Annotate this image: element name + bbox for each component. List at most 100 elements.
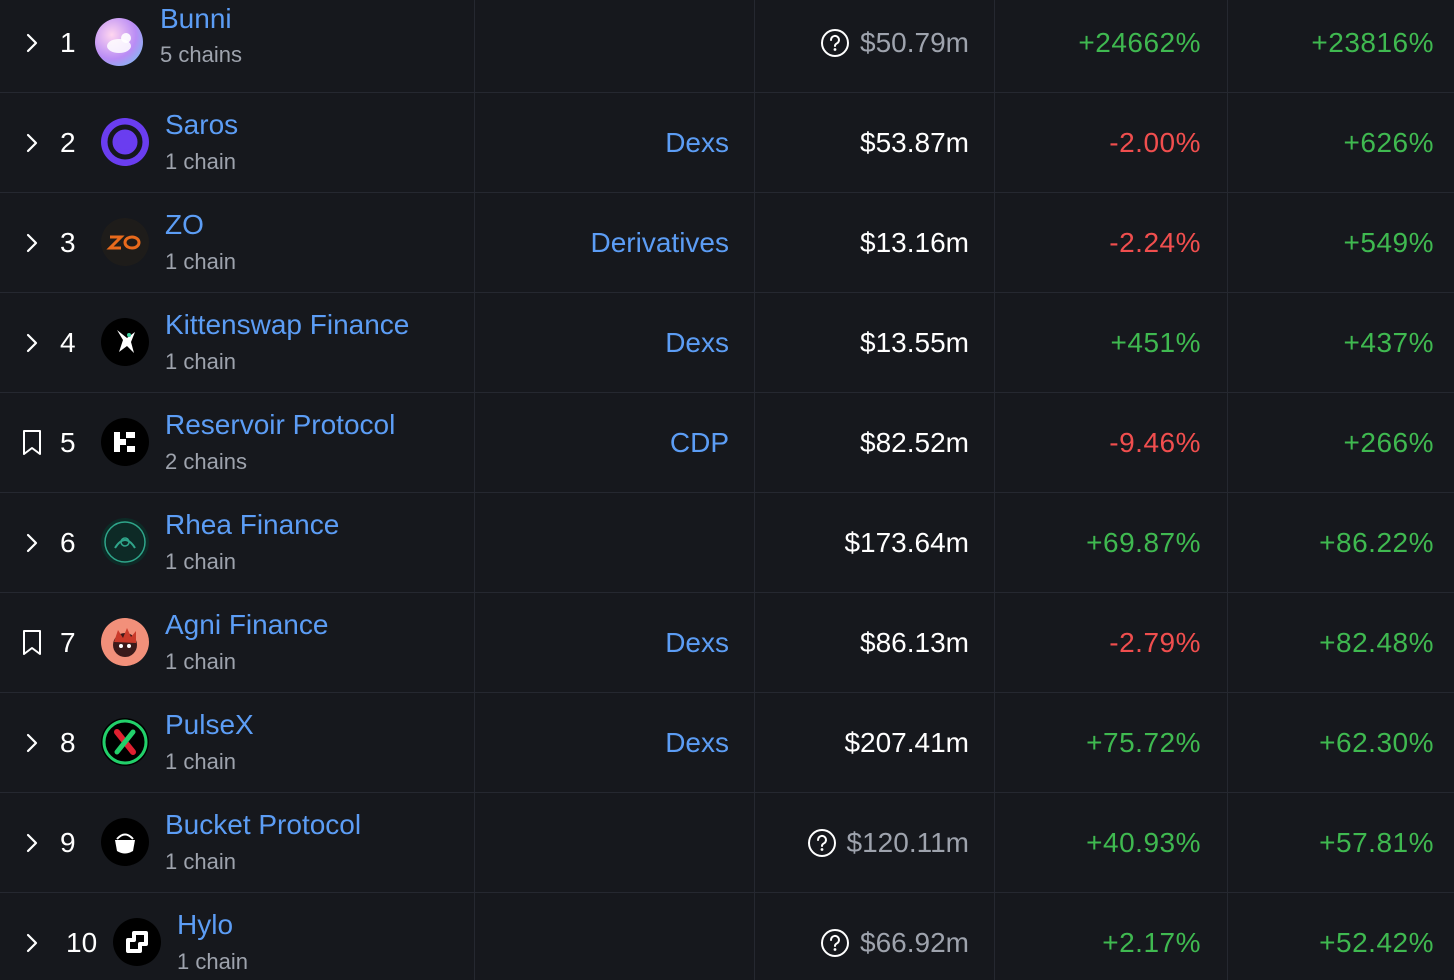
change-1-cell: -2.24% <box>995 193 1227 293</box>
name-cell: 3 ZO 1 chain <box>0 193 475 293</box>
question-icon[interactable] <box>820 928 850 958</box>
column-divider <box>754 0 755 980</box>
chevron-right-icon[interactable] <box>18 329 46 357</box>
change-2-value: +62.30% <box>1319 727 1434 758</box>
change-2-cell: +23816% <box>1227 0 1454 93</box>
tvl-cell: $66.92m <box>755 893 995 980</box>
change-2-cell: +86.22% <box>1227 493 1454 593</box>
tvl-value: $13.55m <box>860 327 969 358</box>
table-row[interactable]: 8 PulseX 1 chain Dexs $207.41m +75.72% +… <box>0 693 1454 793</box>
protocol-name-link[interactable]: ZO <box>165 209 204 240</box>
category-link[interactable]: Derivatives <box>590 227 729 258</box>
name-cell: 1 Bunni 5 chains <box>0 0 475 93</box>
change-2-cell: +626% <box>1227 93 1454 193</box>
chain-count: 2 chains <box>165 449 247 474</box>
chain-count: 1 chain <box>165 649 236 674</box>
change-2-value: +626% <box>1343 127 1434 158</box>
change-2-value: +23816% <box>1311 27 1434 58</box>
chevron-right-icon[interactable] <box>18 129 46 157</box>
protocol-name-link[interactable]: Reservoir Protocol <box>165 409 396 440</box>
chevron-right-icon[interactable] <box>18 529 46 557</box>
chevron-right-icon[interactable] <box>18 929 46 957</box>
change-1-value: -2.79% <box>1109 627 1201 658</box>
name-cell: 4 Kittenswap Finance 1 chain <box>0 293 475 393</box>
table-row[interactable]: 7 Agni Finance 1 chain Dexs $86.13m -2.7… <box>0 593 1454 693</box>
change-2-value: +52.42% <box>1319 927 1434 958</box>
table-row[interactable]: 10 Hylo 1 chain $66.92m +2.17% +52.42% <box>0 893 1454 980</box>
change-1-cell: -2.79% <box>995 593 1227 693</box>
change-1-value: -9.46% <box>1109 427 1201 458</box>
chain-count: 1 chain <box>165 349 236 374</box>
protocol-name-link[interactable]: Bunni <box>160 3 232 34</box>
change-2-cell: +52.42% <box>1227 893 1454 980</box>
category-link[interactable]: Dexs <box>665 327 729 358</box>
chain-count: 1 chain <box>165 249 236 274</box>
tvl-cell: $82.52m <box>755 393 995 493</box>
question-icon[interactable] <box>820 28 850 58</box>
change-2-cell: +57.81% <box>1227 793 1454 893</box>
protocol-name-link[interactable]: Saros <box>165 109 239 140</box>
table-row[interactable]: 2 Saros 1 chain Dexs $53.87m -2.00% +626… <box>0 93 1454 193</box>
question-icon[interactable] <box>807 828 837 858</box>
category-cell: Dexs <box>475 93 755 193</box>
table-row[interactable]: 3 ZO 1 chain Derivatives $13.16m -2.24% … <box>0 193 1454 293</box>
chevron-right-icon[interactable] <box>18 29 46 57</box>
category-cell <box>475 0 755 93</box>
rank: 4 <box>60 327 76 358</box>
category-link[interactable]: CDP <box>669 427 729 458</box>
protocol-name-link[interactable]: PulseX <box>165 709 254 740</box>
tvl-value: $13.16m <box>860 227 969 258</box>
category-link[interactable]: Dexs <box>665 627 729 658</box>
protocol-name-link[interactable]: Hylo <box>177 909 234 940</box>
change-1-cell: +2.17% <box>995 893 1227 980</box>
category-cell: CDP <box>475 393 755 493</box>
protocol-name-link[interactable]: Agni Finance <box>165 609 329 640</box>
chevron-right-icon[interactable] <box>18 829 46 857</box>
category-cell: Derivatives <box>475 193 755 293</box>
protocol-name-link[interactable]: Rhea Finance <box>165 509 340 540</box>
chevron-right-icon[interactable] <box>18 229 46 257</box>
protocol-name-link[interactable]: Kittenswap Finance <box>165 309 410 340</box>
table-row[interactable]: 1 Bunni 5 chains $50.79m +24662% +23816% <box>0 0 1454 93</box>
tvl-value: $50.79m <box>860 27 969 58</box>
table-row[interactable]: 9 Bucket Protocol 1 chain $120.11m +40.9… <box>0 793 1454 893</box>
protocol-logo-icon <box>101 218 149 266</box>
table-row[interactable]: 4 Kittenswap Finance 1 chain Dexs $13.55… <box>0 293 1454 393</box>
table-row[interactable]: 5 Reservoir Protocol 2 chains CDP $82.52… <box>0 393 1454 493</box>
change-1-value: +24662% <box>1078 27 1201 58</box>
category-cell: Dexs <box>475 693 755 793</box>
change-1-value: +75.72% <box>1086 727 1201 758</box>
change-1-value: +2.17% <box>1102 927 1201 958</box>
tvl-cell: $207.41m <box>755 693 995 793</box>
protocol-logo-icon <box>101 418 149 466</box>
category-link[interactable]: Dexs <box>665 127 729 158</box>
tvl-value: $66.92m <box>860 927 969 958</box>
bookmark-icon[interactable] <box>18 629 46 657</box>
chevron-right-icon[interactable] <box>18 729 46 757</box>
tvl-value: $173.64m <box>844 527 969 558</box>
change-2-value: +437% <box>1343 327 1434 358</box>
category-cell <box>475 893 755 980</box>
protocol-logo-icon <box>101 118 149 166</box>
chain-count: 1 chain <box>165 149 236 174</box>
change-2-cell: +266% <box>1227 393 1454 493</box>
chain-count: 1 chain <box>165 549 236 574</box>
change-2-value: +266% <box>1343 427 1434 458</box>
category-cell: Dexs <box>475 293 755 393</box>
rank: 10 <box>66 927 98 958</box>
bookmark-icon[interactable] <box>18 429 46 457</box>
name-cell: 7 Agni Finance 1 chain <box>0 593 475 693</box>
change-2-value: +549% <box>1343 227 1434 258</box>
category-cell: Dexs <box>475 593 755 693</box>
change-1-value: +451% <box>1110 327 1201 358</box>
protocol-logo-icon <box>101 618 149 666</box>
rank: 2 <box>60 127 76 158</box>
category-link[interactable]: Dexs <box>665 727 729 758</box>
protocol-logo-icon <box>101 518 149 566</box>
tvl-value: $82.52m <box>860 427 969 458</box>
table-row[interactable]: 6 Rhea Finance 1 chain $173.64m +69.87% … <box>0 493 1454 593</box>
protocol-name-link[interactable]: Bucket Protocol <box>165 809 362 840</box>
change-1-value: +69.87% <box>1086 527 1201 558</box>
change-2-cell: +549% <box>1227 193 1454 293</box>
